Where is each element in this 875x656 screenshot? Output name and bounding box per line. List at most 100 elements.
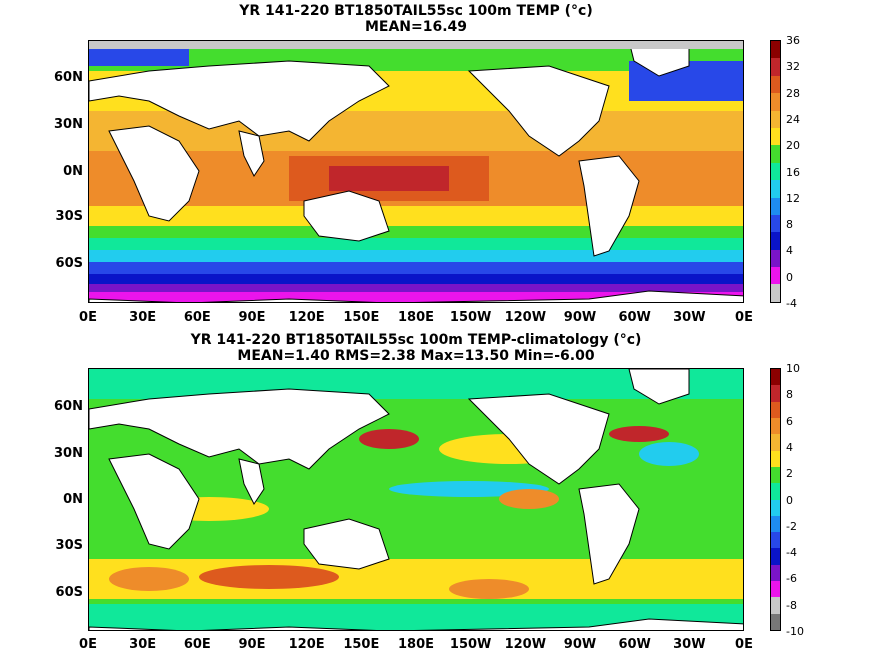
colorbar-swatch	[771, 483, 780, 500]
lon-label: 150W	[449, 310, 492, 325]
colorbar-swatch	[771, 162, 780, 181]
lon-label: 90E	[238, 310, 266, 325]
anom-epac	[499, 489, 559, 509]
colorbar-swatch	[771, 369, 780, 386]
colorbar-swatch	[771, 75, 780, 94]
ocean-band-s3	[89, 238, 743, 250]
lon-label: 0E	[79, 310, 97, 325]
lon-label: 150W	[449, 637, 492, 652]
lon-label: 120E	[288, 637, 325, 652]
lon-label: 180E	[397, 310, 435, 325]
anom-southern-band	[89, 559, 743, 599]
colorbar-label: -6	[786, 572, 797, 586]
colorbar-swatch	[771, 515, 780, 533]
colorbar-label: 32	[786, 60, 800, 74]
ocean-band-s1	[89, 206, 743, 226]
colorbar-label: -10	[786, 625, 804, 638]
lon-label: 90W	[563, 310, 597, 325]
colorbar-label: 0	[786, 493, 793, 507]
lon-label: 60W	[618, 310, 651, 325]
lat-label: 0N	[63, 492, 83, 507]
lat-label: 60N	[54, 70, 83, 85]
lon-label: 30E	[129, 310, 157, 325]
lon-label: 60E	[183, 310, 211, 325]
lon-label: 180E	[397, 637, 435, 652]
colorbar-swatch	[771, 434, 780, 451]
lat-label: 60S	[55, 585, 83, 600]
colorbar-swatch	[771, 41, 780, 59]
lon-label: 90E	[238, 637, 266, 652]
colorbar-swatch	[771, 581, 780, 598]
anom-gulfstream	[609, 426, 669, 442]
panel2-title-line2: MEAN=1.40 RMS=2.38 Max=13.50 Min=-6.00	[237, 348, 595, 364]
panel1-colorbar	[770, 40, 781, 303]
colorbar-label: -4	[786, 546, 797, 560]
colorbar-swatch	[771, 127, 780, 146]
ocean-band-s4	[89, 250, 743, 262]
colorbar-swatch	[771, 214, 780, 233]
lon-label: 90W	[563, 637, 597, 652]
panel2-title-line1: YR 141-220 BT1850TAIL55sc 100m TEMP-clim…	[190, 332, 642, 348]
colorbar-label: 6	[786, 414, 793, 428]
colorbar-swatch	[771, 564, 780, 582]
colorbar-swatch	[771, 180, 780, 198]
colorbar-swatch	[771, 466, 780, 484]
colorbar-swatch	[771, 197, 780, 215]
lat-label: 60S	[55, 256, 83, 271]
ocean-band-s2	[89, 226, 743, 238]
panel2-land	[89, 369, 743, 630]
colorbar-label: 8	[786, 388, 793, 402]
ocean-band-s6	[89, 274, 743, 284]
panel1-map-svg	[89, 41, 743, 302]
panel1-title-line2: MEAN=16.49	[364, 19, 468, 35]
lon-label: 0E	[735, 310, 753, 325]
panel1-land	[89, 41, 743, 302]
colorbar-swatch	[771, 110, 780, 128]
colorbar-label: 8	[786, 218, 793, 232]
colorbar-swatch	[771, 232, 780, 250]
colorbar-swatch	[771, 145, 780, 163]
lon-label: 60E	[183, 637, 211, 652]
panel1-title: YR 141-220 BT1850TAIL55sc 100m TEMP (°c)…	[88, 3, 744, 35]
panel1-map	[88, 40, 744, 303]
colorbar-swatch	[771, 284, 780, 302]
lat-label: 0N	[63, 164, 83, 179]
colorbar-label: 10	[786, 362, 800, 375]
anom-s2	[199, 565, 339, 589]
lon-label: 0E	[79, 637, 97, 652]
colorbar-swatch	[771, 385, 780, 402]
arctic-ice	[89, 41, 743, 49]
panel2-title: YR 141-220 BT1850TAIL55sc 100m TEMP-clim…	[88, 332, 744, 364]
colorbar-label: -8	[786, 598, 797, 612]
colorbar-label: 2	[786, 467, 793, 481]
colorbar-label: 0	[786, 270, 793, 284]
anom-kuroshio	[359, 429, 419, 449]
ocean-band-s7	[89, 284, 743, 292]
lon-label: 30W	[673, 310, 706, 325]
anom-s1	[109, 567, 189, 591]
lon-label: 60W	[618, 637, 651, 652]
colorbar-swatch	[771, 548, 780, 565]
panel1-title-line1: YR 141-220 BT1850TAIL55sc 100m TEMP (°c)	[239, 3, 593, 19]
colorbar-label: 16	[786, 165, 800, 179]
colorbar-label: -4	[786, 297, 797, 310]
anom-natl-cold	[639, 442, 699, 466]
lat-label: 30S	[55, 209, 83, 224]
ocean-band-s5	[89, 262, 743, 274]
lon-label: 30E	[129, 637, 157, 652]
lat-label: 60N	[54, 399, 83, 414]
colorbar-label: 28	[786, 86, 800, 100]
lon-label: 120E	[288, 310, 325, 325]
colorbar-swatch	[771, 417, 780, 435]
colorbar-swatch	[771, 532, 780, 549]
lon-label: 0E	[735, 637, 753, 652]
colorbar-swatch	[771, 93, 780, 111]
colorbar-label: -2	[786, 519, 797, 533]
panel2-map-svg	[89, 369, 743, 630]
lon-label: 30W	[673, 637, 706, 652]
colorbar-label: 12	[786, 191, 800, 205]
anom-s3	[449, 579, 529, 599]
colorbar-swatch	[771, 499, 780, 516]
panel2-colorbar	[770, 368, 781, 631]
colorbar-swatch	[771, 58, 780, 76]
